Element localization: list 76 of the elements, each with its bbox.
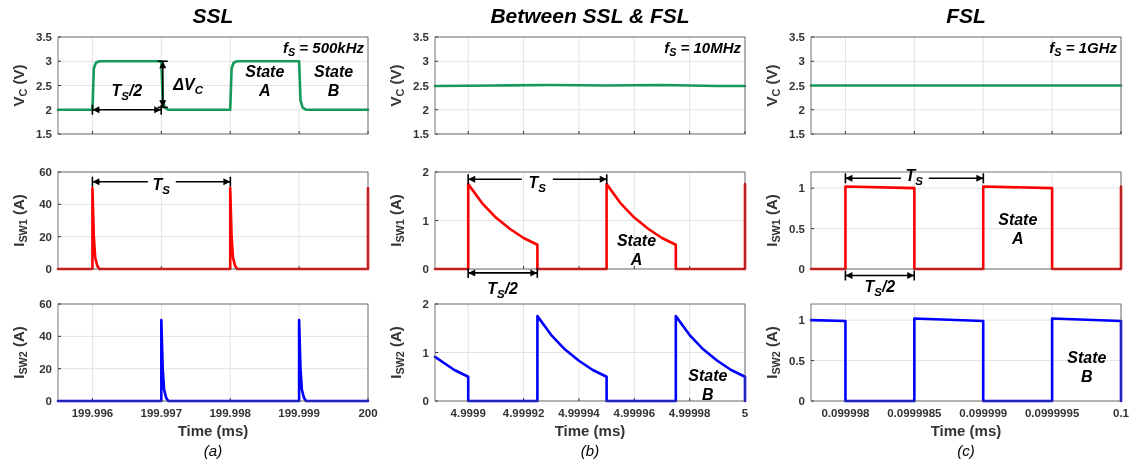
chart-title: SSL (192, 4, 234, 27)
annotation: State A (245, 63, 285, 100)
annotation: f$_{S}$ = 1GHz (1049, 39, 1118, 59)
chart-title: Between SSL & FSL (490, 4, 690, 27)
x-tick-label: 4.99996 (613, 407, 656, 419)
y-tick-label: 1 (422, 346, 430, 359)
chart-title: FSL (946, 4, 986, 27)
x-tick-label: 0.099998 (821, 407, 871, 419)
x-tick-label: 4.99994 (558, 407, 601, 419)
y-tick-label: 0 (422, 263, 429, 275)
y-tick-label: 20 (39, 230, 52, 243)
text: (b) (580, 442, 600, 459)
y-tick-label: 1.5 (789, 128, 806, 140)
text: (a) (203, 442, 223, 459)
y-tick-label: 2 (422, 103, 429, 116)
x-tick-label: 4.99992 (502, 407, 545, 419)
text: T$_{S}$/2 (487, 280, 519, 300)
y-tick-label: 1 (798, 182, 806, 195)
y-tick-label: 2.5 (36, 79, 53, 92)
x-tick-label: 200 (358, 407, 378, 419)
text: (c) (957, 442, 975, 459)
y-tick-label: 0 (798, 263, 805, 275)
y-tick-label: 3 (45, 55, 52, 68)
annotation: T$_{S}$/2 (111, 82, 143, 102)
x-tick-label: 0.0999985 (887, 407, 943, 419)
y-tick-label: 0 (422, 395, 429, 407)
y-tick-label: 2.5 (413, 79, 430, 92)
y-tick-label: 60 (39, 298, 52, 310)
y-tick-label: 3 (798, 55, 805, 68)
x-tick-label: 4.99998 (668, 407, 712, 419)
x-tick-label: 199.996 (71, 407, 114, 419)
x-axis-title: Time (ms) (554, 422, 626, 439)
y-tick-label: 2 (798, 103, 805, 116)
y-tick-label: 2 (422, 166, 429, 178)
annotation: T$_{S}$ (528, 173, 547, 194)
x-tick-label: 199.999 (278, 407, 320, 419)
y-tick-label: 2.5 (789, 79, 806, 92)
y-tick-label: 1 (422, 214, 430, 227)
y-tick-label: 3.5 (789, 31, 806, 43)
y-tick-label: 2 (422, 298, 429, 310)
x-tick-label: 199.998 (209, 407, 252, 419)
annotation: f$_{S}$ = 500kHz (283, 39, 365, 59)
annotation: ΔV$_{C}$ (172, 75, 204, 96)
annotation: State A (616, 232, 657, 269)
y-tick-label: 3 (422, 55, 429, 68)
y-tick-label: 60 (39, 166, 52, 178)
y-tick-label: 0 (45, 263, 52, 275)
annotation: State B (688, 367, 728, 404)
x-tick-label: 199.997 (140, 407, 183, 419)
x-tick-label: 5 (741, 407, 749, 419)
annotation: State B (1067, 348, 1107, 385)
y-tick-label: 20 (39, 362, 52, 375)
y-tick-label: 1.5 (413, 128, 430, 140)
y-tick-label: 3.5 (413, 31, 430, 43)
y-tick-label: 0 (798, 395, 805, 407)
y-tick-label: 0 (45, 395, 52, 407)
y-tick-label: 2 (45, 103, 52, 116)
y-tick-label: 0.5 (789, 354, 806, 367)
annotation: State B (314, 63, 354, 100)
text: T$_{S}$/2 (864, 278, 896, 299)
y-tick-label: 40 (39, 330, 52, 343)
annotation: State A (998, 210, 1038, 247)
annotation: f$_{S}$ = 10MHz (664, 39, 742, 59)
annotation: T$_{S}$ (152, 175, 171, 196)
x-tick-label: 0.1 (1113, 407, 1130, 419)
y-tick-label: 3.5 (36, 31, 53, 43)
annotation: T$_{S}$ (905, 167, 924, 187)
x-tick-label: 4.9999 (450, 407, 486, 419)
x-tick-label: 0.0999995 (1024, 407, 1080, 419)
x-axis-title: Time (ms) (930, 422, 1002, 439)
x-tick-label: 0.099999 (959, 407, 1008, 419)
y-tick-label: 0.5 (789, 222, 806, 235)
y-tick-label: 1 (798, 314, 806, 327)
y-tick-label: 40 (39, 198, 52, 211)
x-axis-title: Time (ms) (177, 422, 249, 439)
y-tick-label: 1.5 (36, 128, 53, 140)
